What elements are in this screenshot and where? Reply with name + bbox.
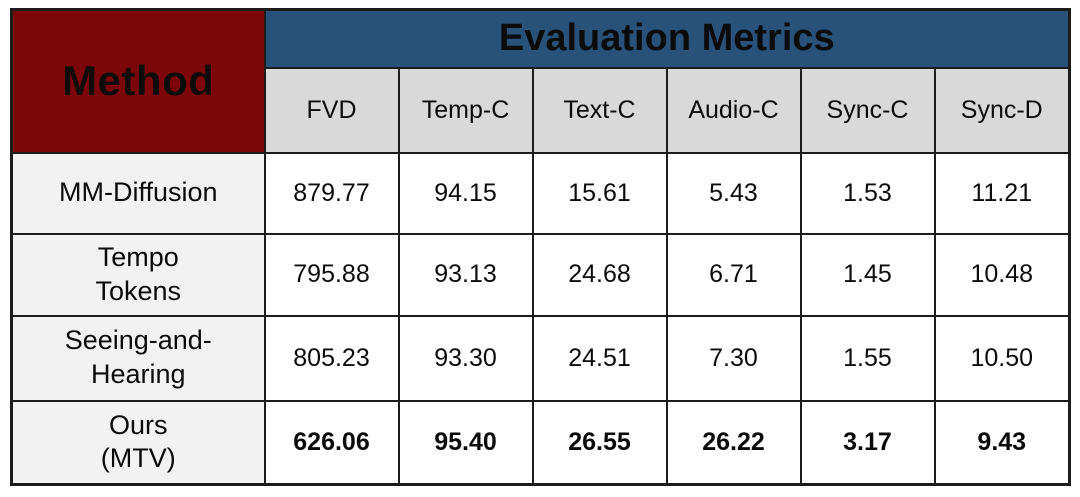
method-name-cell: Ours (MTV) [10,399,266,486]
column-header-sync-d: Sync-D [933,66,1071,154]
metric-value-cell: 93.30 [397,314,534,402]
metric-value-cell: 3.17 [799,399,936,486]
metric-value-cell: 10.48 [933,232,1071,317]
metric-value-cell: 1.45 [799,232,936,317]
metric-value-cell: 795.88 [263,232,400,317]
evaluation-metrics-group-header: Evaluation Metrics [263,8,1071,69]
metric-value-cell: 93.13 [397,232,534,317]
metric-value-cell: 1.53 [799,151,936,235]
table-row-seeing-and-hearing: Seeing-and- Hearing 805.23 93.30 24.51 7… [10,314,1071,402]
evaluation-metrics-table: Method Evaluation Metrics FVD Temp-C Tex… [10,8,1072,486]
metric-value-cell: 1.55 [799,314,936,402]
column-header-text-c: Text-C [531,66,668,154]
method-column-header: Method [10,8,266,154]
metric-value-cell: 11.21 [933,151,1071,235]
column-header-temp-c: Temp-C [397,66,534,154]
column-header-row: FVD Temp-C Text-C Audio-C Sync-C Sync-D [12,66,1071,154]
column-header-sync-c: Sync-C [799,66,936,154]
metric-value-cell: 24.51 [531,314,668,402]
table-row-ours-mtv: Ours (MTV) 626.06 95.40 26.55 26.22 3.17… [10,399,1071,486]
metric-value-cell: 26.22 [665,399,802,486]
metric-value-cell: 7.30 [665,314,802,402]
metric-value-cell: 24.68 [531,232,668,317]
metric-value-cell: 5.43 [665,151,802,235]
metric-value-cell: 94.15 [397,151,534,235]
column-header-audio-c: Audio-C [665,66,802,154]
metric-value-cell: 15.61 [531,151,668,235]
table-row-mm-diffusion: MM-Diffusion 879.77 94.15 15.61 5.43 1.5… [10,151,1071,235]
metric-value-cell: 26.55 [531,399,668,486]
method-name-cell: Tempo Tokens [10,232,266,317]
method-name-cell: Seeing-and- Hearing [10,314,266,402]
group-header-row: Method Evaluation Metrics [10,8,1071,154]
metric-value-cell: 10.50 [933,314,1071,402]
method-name-cell: MM-Diffusion [10,151,266,235]
metric-value-cell: 95.40 [397,399,534,486]
table-row-tempo-tokens: Tempo Tokens 795.88 93.13 24.68 6.71 1.4… [10,232,1071,317]
metric-value-cell: 879.77 [263,151,400,235]
metric-value-cell: 626.06 [263,399,400,486]
metric-value-cell: 805.23 [263,314,400,402]
metric-value-cell: 6.71 [665,232,802,317]
column-header-fvd: FVD [263,66,400,154]
metric-value-cell: 9.43 [933,399,1071,486]
